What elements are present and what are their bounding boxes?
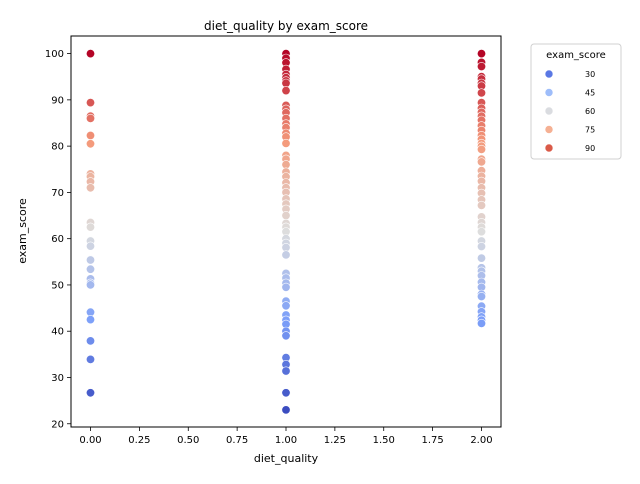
y-tick-label: 60	[51, 234, 64, 245]
data-point	[86, 280, 96, 290]
legend: exam_score 30 45 60 75 90	[530, 43, 622, 160]
y-axis: 20 30 40 50 60 70 80 90 100	[45, 49, 71, 430]
data-point	[86, 354, 96, 364]
y-tick-label: 80	[51, 142, 64, 153]
data-point	[86, 336, 96, 346]
data-point	[476, 318, 486, 328]
data-point	[86, 113, 96, 123]
data-point	[281, 282, 291, 292]
x-tick-label: 1.25	[324, 435, 346, 446]
data-point	[476, 227, 486, 237]
legend-marker	[544, 125, 554, 134]
data-point	[86, 131, 96, 141]
y-tick-label: 90	[51, 95, 64, 106]
legend-marker	[544, 143, 554, 153]
legend-label: 45	[585, 89, 595, 98]
data-point	[281, 331, 291, 341]
x-tick-label: 0.50	[177, 435, 199, 446]
x-tick-label: 1.75	[421, 435, 443, 446]
data-point	[86, 255, 96, 265]
x-axis: 0.00 0.25 0.50 0.75 1.00 1.25 1.50 1.75 2.00	[79, 427, 493, 446]
y-tick-label: 30	[51, 373, 64, 384]
data-point	[86, 315, 96, 325]
data-point	[86, 49, 96, 59]
data-point	[86, 183, 96, 193]
data-point	[476, 61, 486, 71]
data-point	[281, 388, 291, 398]
legend-label: 60	[585, 107, 595, 116]
data-point	[86, 264, 96, 274]
data-point	[86, 241, 96, 251]
data-point	[281, 405, 291, 415]
data-point	[476, 253, 486, 263]
y-tick-label: 20	[51, 419, 64, 430]
y-tick-label: 50	[51, 280, 64, 291]
data-point	[476, 49, 486, 59]
legend-label: 75	[585, 126, 595, 135]
data-point	[476, 88, 486, 98]
legend-entries: 30 45 60 75 90	[544, 69, 595, 153]
data-point	[86, 222, 96, 232]
legend-marker	[544, 69, 554, 79]
y-tick-label: 100	[45, 49, 64, 60]
data-point	[281, 86, 291, 96]
x-tick-label: 0.00	[79, 435, 101, 446]
y-tick-label: 40	[51, 327, 64, 338]
data-point	[476, 144, 486, 154]
x-tick-label: 1.50	[373, 435, 395, 446]
data-point	[476, 157, 486, 167]
x-tick-label: 1.00	[275, 435, 297, 446]
data-point	[86, 139, 96, 149]
y-axis-label: exam_score	[16, 198, 29, 264]
x-tick-label: 0.75	[226, 435, 248, 446]
x-tick-label: 0.25	[128, 435, 150, 446]
data-point	[476, 200, 486, 210]
legend-box	[530, 43, 622, 160]
legend-marker	[544, 88, 554, 97]
data-point	[281, 250, 291, 260]
data-point	[476, 242, 486, 252]
data-point	[281, 301, 291, 311]
legend-label: 90	[585, 144, 595, 153]
data-point	[476, 291, 486, 301]
y-tick-label: 70	[51, 188, 64, 199]
x-axis-label: diet_quality	[254, 452, 319, 465]
data-points	[86, 49, 486, 415]
data-point	[281, 366, 291, 376]
chart-title: diet_quality by exam_score	[204, 19, 368, 33]
data-point	[86, 98, 96, 108]
legend-marker	[544, 106, 554, 116]
x-tick-label: 2.00	[470, 435, 492, 446]
data-point	[86, 388, 96, 398]
data-point	[281, 211, 291, 221]
legend-label: 30	[585, 70, 595, 79]
legend-title: exam_score	[546, 50, 606, 61]
data-point	[281, 138, 291, 148]
